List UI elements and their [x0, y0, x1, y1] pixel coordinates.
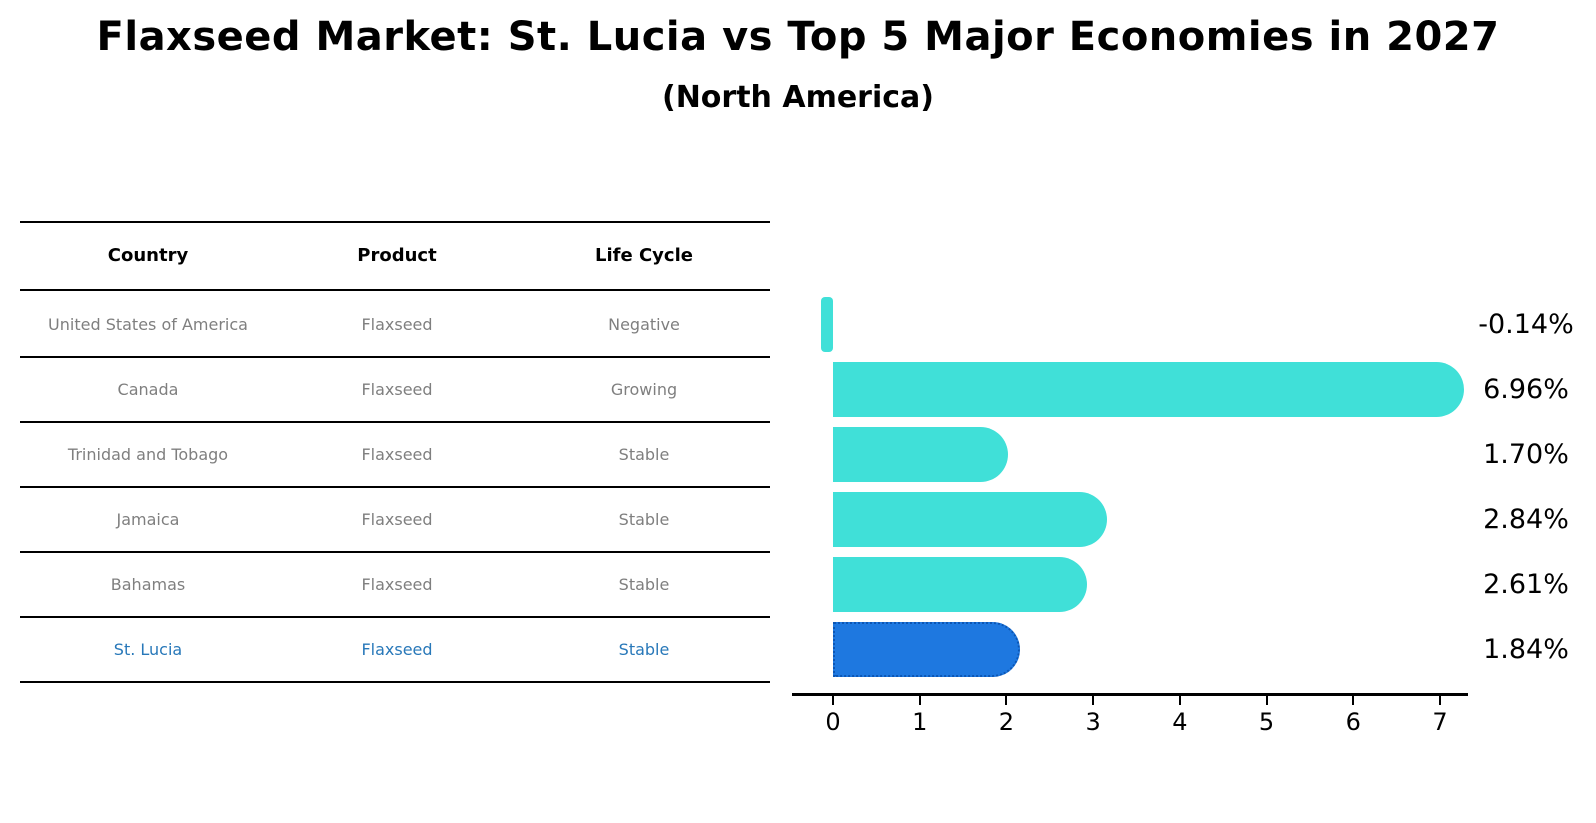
life-cycle-cell: Growing: [610, 380, 678, 399]
value-label: 1.84%: [1483, 633, 1569, 665]
header-life-cycle: Life Cycle: [595, 245, 693, 266]
x-axis-tick-label: 1: [912, 708, 928, 736]
country-cell: United States of America: [48, 315, 248, 334]
table-row-jamaica: Jamaica Flaxseed Stable: [20, 487, 770, 552]
x-axis-tick-label: 3: [1085, 708, 1101, 736]
x-axis-tick-label: 0: [825, 708, 841, 736]
product-cell: Flaxseed: [361, 640, 433, 659]
product-cell: Flaxseed: [361, 510, 433, 529]
x-axis-tick: [918, 696, 921, 705]
life-cycle-cell: Stable: [618, 575, 670, 594]
table-bottom-rule: [20, 681, 770, 683]
x-axis-tick: [1438, 696, 1441, 705]
bar-jamaica: [833, 492, 1107, 547]
table-row-divider: [20, 421, 770, 423]
table-row-united-states: United States of America Flaxseed Negati…: [20, 292, 770, 357]
value-label: 1.70%: [1483, 438, 1569, 470]
x-axis-tick: [1265, 696, 1268, 705]
bar-canada: [833, 362, 1464, 417]
table-row-st-lucia: St. Lucia Flaxseed Stable: [20, 617, 770, 682]
bar-bahamas: [833, 557, 1087, 612]
x-axis-tick: [1352, 696, 1355, 705]
x-axis-tick-label: 4: [1172, 708, 1188, 736]
header-product: Product: [357, 245, 437, 266]
life-cycle-cell: Negative: [608, 315, 680, 334]
country-cell: St. Lucia: [113, 640, 183, 659]
life-cycle-cell: Stable: [618, 640, 670, 659]
product-cell: Flaxseed: [361, 315, 433, 334]
chart-subtitle: (North America): [661, 80, 934, 115]
chart-title: Flaxseed Market: St. Lucia vs Top 5 Majo…: [96, 14, 1500, 60]
bar-united-states: [820, 297, 833, 352]
life-cycle-cell: Stable: [618, 445, 670, 464]
x-axis-tick: [1178, 696, 1181, 705]
x-axis-tick-label: 7: [1432, 708, 1448, 736]
x-axis-tick-label: 6: [1345, 708, 1361, 736]
product-cell: Flaxseed: [361, 575, 433, 594]
header-country: Country: [107, 245, 189, 266]
country-cell: Bahamas: [110, 575, 186, 594]
x-axis-tick-label: 2: [998, 708, 1015, 736]
table-top-rule: [20, 221, 770, 223]
x-axis-tick: [1092, 696, 1095, 705]
bar-trinidad-and-tobago: [833, 427, 1008, 482]
table-row-divider: [20, 616, 770, 618]
value-label: 2.84%: [1483, 503, 1569, 535]
x-axis-tick: [1005, 696, 1008, 705]
product-cell: Flaxseed: [361, 380, 433, 399]
table-row-divider: [20, 356, 770, 358]
x-axis-tick-label: 5: [1258, 708, 1275, 736]
country-cell: Trinidad and Tobago: [67, 445, 229, 464]
x-axis-tick: [832, 696, 834, 705]
value-label: 6.96%: [1483, 373, 1569, 405]
life-cycle-cell: Stable: [618, 510, 670, 529]
table-row-bahamas: Bahamas Flaxseed Stable: [20, 552, 770, 617]
table-row-trinidad-and-tobago: Trinidad and Tobago Flaxseed Stable: [20, 422, 770, 487]
x-axis-line: [792, 693, 1468, 696]
country-cell: Canada: [117, 380, 179, 399]
table-row-divider: [20, 486, 770, 488]
table-header-row: Country Product Life Cycle: [20, 222, 770, 290]
table-row-canada: Canada Flaxseed Growing: [20, 357, 770, 422]
value-label: -0.14%: [1478, 308, 1574, 340]
value-label: 2.61%: [1483, 568, 1569, 600]
product-cell: Flaxseed: [361, 445, 433, 464]
table-row-divider: [20, 551, 770, 553]
table-header-rule: [20, 289, 770, 291]
country-cell: Jamaica: [116, 510, 180, 529]
bar-st-lucia-highlighted: [833, 622, 1021, 677]
